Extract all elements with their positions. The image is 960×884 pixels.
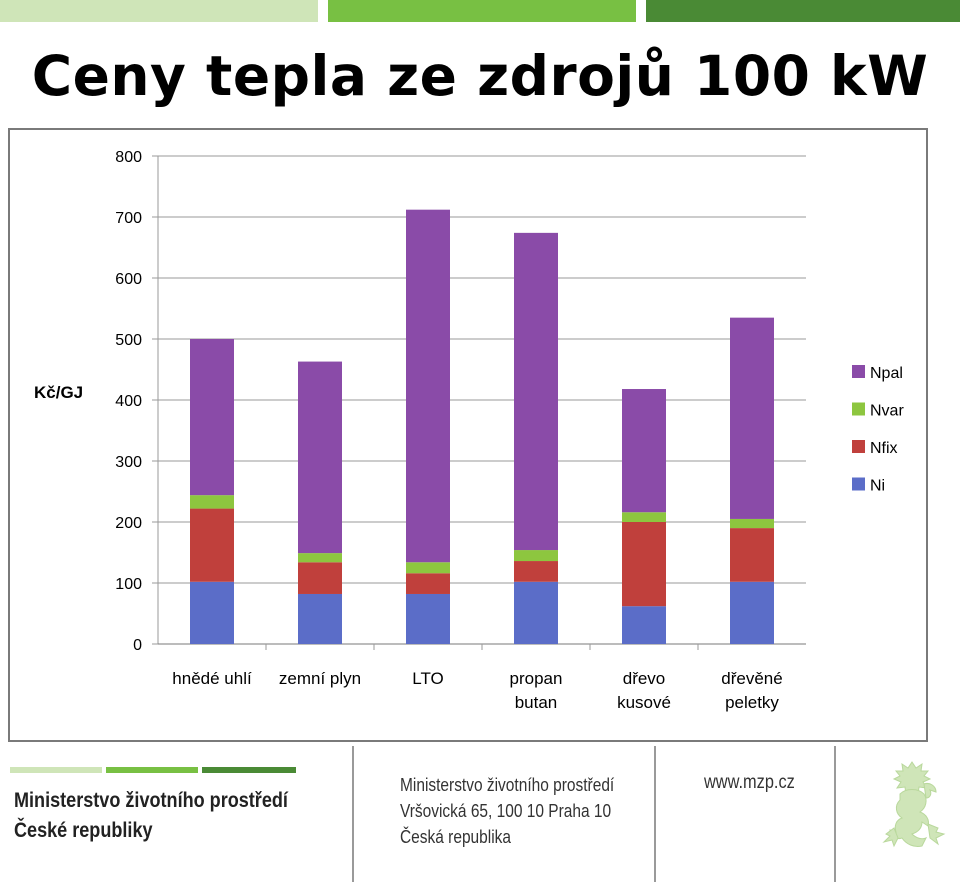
legend: Npal Nvar Nfix Ni xyxy=(852,365,904,495)
x-tick-label: dřevo xyxy=(623,669,666,688)
y-tick-label: 0 xyxy=(133,637,142,654)
bar-nvar xyxy=(406,562,450,574)
footer-address-line2: Vršovická 65, 100 10 Praha 10 xyxy=(400,801,612,821)
bar-ni xyxy=(730,581,774,644)
legend-label: Nfix xyxy=(870,440,898,457)
bars xyxy=(190,209,774,644)
y-tick-label: 600 xyxy=(115,271,142,288)
footer-address-line1: Ministerstvo životního prostředí xyxy=(400,775,615,795)
bar-nvar xyxy=(514,550,558,562)
footer-org-name: Ministerstvo životního prostředí České r… xyxy=(14,786,288,846)
y-tick-label: 400 xyxy=(115,393,142,410)
x-tick-label: zemní plyn xyxy=(279,669,361,688)
bar-npal xyxy=(622,389,666,513)
bar-ni xyxy=(514,581,558,644)
bar-npal xyxy=(406,209,450,563)
bar-nfix xyxy=(190,508,234,582)
bar-nvar xyxy=(190,495,234,509)
y-tick-label: 700 xyxy=(115,210,142,227)
page-title: Ceny tepla ze zdrojů 100 kW xyxy=(31,44,929,108)
footer-org-line1: Ministerstvo životního prostředí xyxy=(14,789,288,812)
legend-label: Npal xyxy=(870,365,903,382)
footer-divider xyxy=(834,746,836,882)
footer-divider xyxy=(352,746,354,882)
bar-npal xyxy=(514,232,558,551)
bar-ni xyxy=(298,593,342,644)
bar-nfix xyxy=(406,573,450,594)
bar-nfix xyxy=(298,562,342,594)
footer-bar-medium xyxy=(106,767,198,773)
y-tick-label: 500 xyxy=(115,332,142,349)
footer-org-line2: České republiky xyxy=(14,819,153,842)
footer-website-link[interactable]: www.mzp.cz xyxy=(704,772,795,793)
header-bar-medium xyxy=(328,0,636,22)
bar-nfix xyxy=(622,522,666,607)
bar-nvar xyxy=(730,518,774,529)
bar-ni xyxy=(622,606,666,644)
x-tick-label: butan xyxy=(515,693,558,712)
x-tick-label: LTO xyxy=(412,669,444,688)
x-tick-label: propan xyxy=(510,669,563,688)
bar-ni xyxy=(406,593,450,644)
x-tick-label: hnědé uhlí xyxy=(172,669,252,688)
bar-npal xyxy=(190,339,234,496)
y-tick-label: 100 xyxy=(115,576,142,593)
legend-swatch xyxy=(852,365,865,378)
bar-nfix xyxy=(514,561,558,582)
chart-frame: 0 100 200 300 400 500 600 700 800 hnědé uhlí zemn… xyxy=(8,128,928,742)
y-tick-label: 300 xyxy=(115,454,142,471)
stacked-bar-chart: 0 100 200 300 400 500 600 700 800 hnědé uhlí zemn… xyxy=(34,149,904,712)
header-bar-dark xyxy=(646,0,960,22)
legend-label: Ni xyxy=(870,478,885,495)
bar-nvar xyxy=(298,553,342,563)
footer-bar-light xyxy=(10,767,102,773)
header-bar-light xyxy=(0,0,318,22)
grid-lines xyxy=(152,155,806,650)
bar-ni xyxy=(190,581,234,644)
legend-swatch xyxy=(852,402,865,416)
bar-nfix xyxy=(730,528,774,582)
lion-emblem-icon xyxy=(882,761,946,848)
x-tick-label: dřevěné xyxy=(721,669,782,688)
footer-address-line3: Česká republika xyxy=(400,827,512,847)
legend-swatch xyxy=(852,477,865,491)
x-tick-label: peletky xyxy=(725,693,779,712)
bar-nvar xyxy=(622,512,666,522)
legend-label: Nvar xyxy=(870,403,904,420)
bar-npal xyxy=(730,317,774,519)
y-tick-label: 200 xyxy=(115,515,142,532)
footer-bar-dark xyxy=(202,767,296,773)
x-tick-labels: hnědé uhlí zemní plyn LTO propan butan dřevo k… xyxy=(172,669,782,712)
y-tick-labels: 0 100 200 300 400 500 600 700 800 xyxy=(115,149,142,654)
bar-npal xyxy=(298,361,342,554)
footer-divider xyxy=(654,746,656,882)
y-tick-label: 800 xyxy=(115,149,142,166)
x-tick-label: kusové xyxy=(617,693,671,712)
footer-address: Ministerstvo životního prostředí Vršovic… xyxy=(400,772,614,850)
y-axis-label: Kč/GJ xyxy=(34,383,83,402)
legend-swatch xyxy=(852,440,865,453)
